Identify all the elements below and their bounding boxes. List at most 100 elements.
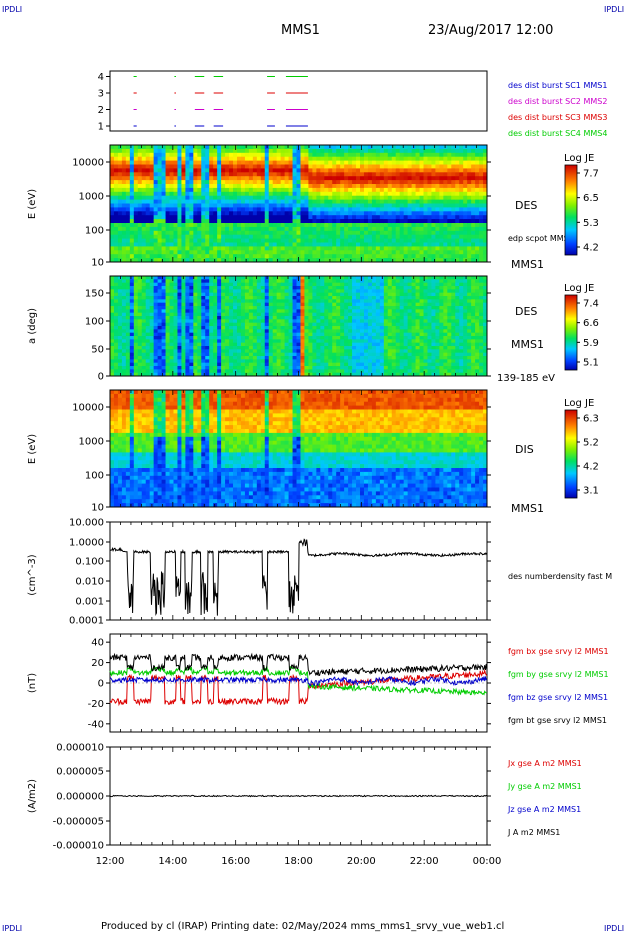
des-energy-cell [292,226,297,232]
des-pitch-cell [229,316,234,320]
des-pitch-cell [352,326,357,330]
des-pitch-cell [153,329,159,334]
des-pitch-cell [371,342,377,347]
des-pitch-cell [367,339,373,344]
des-pitch-cell [181,279,186,284]
des-energy-cell [276,238,282,243]
des-pitch-cell [209,299,214,304]
des-pitch-cell [236,316,242,320]
des-energy-cell [221,195,226,200]
des-energy-cell [471,148,476,154]
des-pitch-cell [137,349,143,354]
des-pitch-cell [229,369,234,374]
des-energy-cell [375,207,381,212]
des-energy-cell [304,172,309,177]
des-pitch-cell [312,359,317,364]
des-pitch-cell [260,366,266,370]
des-energy-cell [236,203,242,208]
des-pitch-cell [320,346,325,350]
des-energy-cell [367,184,373,189]
des-pitch-cell [320,326,325,330]
des-pitch-cell [288,316,293,320]
des-energy-cell [169,234,174,239]
des-pitch-cell [252,292,258,297]
des-energy-cell [113,187,119,193]
des-pitch-cell [312,329,317,334]
des-energy-cell [177,250,182,255]
des-energy-cell [403,160,409,165]
des-energy-cell [221,238,226,243]
des-pitch-cell [193,369,198,374]
des-energy-cell [475,199,480,204]
des-energy-cell [304,180,309,185]
des-energy-cell [117,187,123,193]
des-pitch-cell [363,282,369,287]
des-energy-cell [181,215,186,220]
des-energy-cell [352,254,357,259]
des-energy-cell [423,145,428,150]
des-energy-cell [483,246,488,251]
des-energy-cell [157,176,162,181]
des-energy-cell [419,258,424,263]
des-pitch-cell [197,289,202,294]
des-energy-cell [304,148,309,154]
des-pitch-cell [221,329,226,334]
des-energy-cell [431,207,436,212]
des-pitch-cell [217,372,222,377]
des-pitch-cell [141,282,147,287]
des-energy-cell [137,246,143,251]
des-energy-cell [121,203,127,208]
des-energy-cell [379,246,385,251]
des-pitch-cell [324,339,329,344]
des-energy-cell [125,203,131,208]
des-pitch-cell [145,366,151,370]
des-energy-cell [304,164,309,169]
des-energy-cell [284,160,289,165]
des-pitch-cell [371,326,377,330]
des-pitch-cell [320,352,325,357]
des-energy-cell [324,180,329,185]
des-energy-cell [340,195,345,200]
des-energy-cell [284,184,289,189]
des-pitch-cell [189,279,194,284]
des-pitch-cell [177,286,182,290]
des-energy-cell [423,148,428,154]
des-energy-cell [344,195,349,200]
des-energy-cell [483,176,488,181]
des-energy-cell [276,219,282,224]
des-energy-cell [276,250,282,255]
des-energy-cell [201,187,206,193]
des-energy-cell [125,215,131,220]
des-pitch-cell [113,349,119,354]
des-pitch-cell [221,282,226,287]
des-pitch-cell [308,302,313,307]
des-pitch-cell [252,332,258,337]
des-energy-cell [360,215,365,220]
des-pitch-cell [272,316,278,320]
des-pitch-cell [272,366,278,370]
des-energy-cell [296,219,301,224]
des-pitch-cell [371,289,377,294]
des-pitch-cell [149,366,155,370]
des-energy-cell [288,203,293,208]
des-energy-cell [387,191,393,197]
des-energy-cell [316,148,321,154]
des-energy-cell [399,172,405,177]
des-pitch-cell [324,299,329,304]
des-energy-cell [324,219,329,224]
des-pitch-cell [133,322,139,327]
des-pitch-cell [332,286,337,290]
des-energy-cell [391,254,397,259]
des-energy-cell [260,226,266,232]
des-energy-cell [165,242,170,247]
des-energy-cell [288,184,293,189]
des-pitch-cell [256,356,262,360]
des-pitch-cell [185,279,190,284]
des-pitch-cell [332,322,337,327]
des-pitch-cell [209,309,214,314]
des-pitch-cell [157,366,162,370]
des-energy-cell [209,242,214,247]
des-pitch-cell [336,289,341,294]
des-pitch-cell [169,339,174,344]
